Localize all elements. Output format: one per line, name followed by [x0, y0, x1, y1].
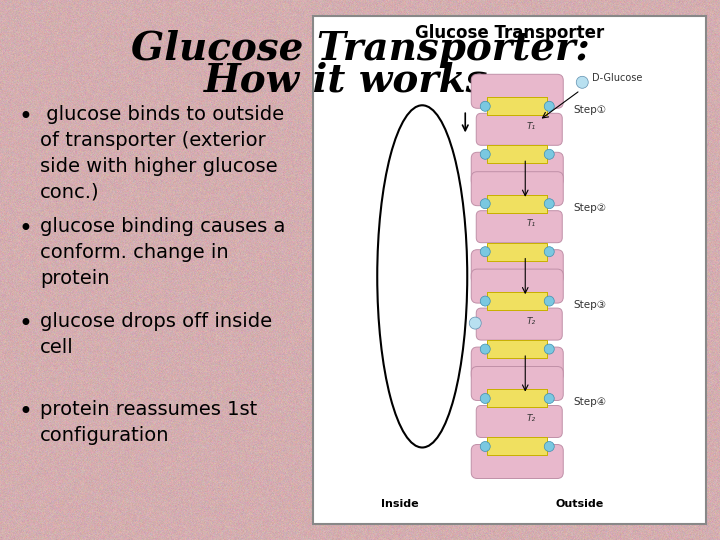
Bar: [487, 389, 547, 408]
Text: T₁: T₁: [527, 219, 536, 228]
FancyBboxPatch shape: [472, 444, 563, 478]
Text: Glucose Transporter: Glucose Transporter: [415, 24, 604, 42]
FancyBboxPatch shape: [476, 308, 562, 340]
Circle shape: [544, 199, 554, 208]
Bar: [487, 437, 547, 456]
Text: glucose binding causes a
conform. change in
protein: glucose binding causes a conform. change…: [40, 217, 285, 287]
Text: •: •: [18, 400, 32, 424]
Circle shape: [544, 247, 554, 256]
FancyBboxPatch shape: [472, 367, 563, 401]
Text: Inside: Inside: [381, 499, 418, 509]
Text: •: •: [18, 217, 32, 241]
FancyBboxPatch shape: [472, 347, 563, 381]
Circle shape: [544, 344, 554, 354]
Circle shape: [480, 102, 490, 111]
Bar: [487, 97, 547, 116]
Text: protein reassumes 1st
configuration: protein reassumes 1st configuration: [40, 400, 257, 445]
Circle shape: [544, 102, 554, 111]
Bar: [487, 195, 547, 213]
Bar: [487, 292, 547, 310]
Circle shape: [544, 394, 554, 403]
Circle shape: [469, 317, 481, 329]
Text: Step②: Step②: [573, 202, 606, 213]
Bar: [487, 242, 547, 261]
Bar: [487, 340, 547, 358]
Circle shape: [480, 247, 490, 256]
FancyBboxPatch shape: [472, 249, 563, 284]
Circle shape: [480, 199, 490, 208]
Bar: [487, 195, 547, 213]
Text: Glucose Transporter:: Glucose Transporter:: [130, 30, 590, 68]
FancyBboxPatch shape: [476, 211, 562, 242]
Circle shape: [544, 149, 554, 159]
Bar: [313, 16, 706, 524]
Text: Step④: Step④: [573, 397, 606, 408]
FancyBboxPatch shape: [472, 172, 563, 206]
Text: Outside: Outside: [556, 499, 604, 509]
Circle shape: [544, 296, 554, 306]
Circle shape: [480, 296, 490, 306]
FancyBboxPatch shape: [476, 113, 562, 145]
Circle shape: [480, 442, 490, 451]
Text: D-Glucose: D-Glucose: [593, 73, 643, 83]
Text: T₂: T₂: [527, 316, 536, 326]
Circle shape: [576, 76, 588, 88]
FancyBboxPatch shape: [472, 152, 563, 186]
Circle shape: [480, 149, 490, 159]
Text: T₂: T₂: [527, 414, 536, 423]
Text: Step③: Step③: [573, 300, 606, 310]
Bar: [487, 292, 547, 310]
FancyBboxPatch shape: [476, 406, 562, 437]
Text: How it works..: How it works..: [204, 62, 516, 100]
Circle shape: [480, 344, 490, 354]
Circle shape: [544, 442, 554, 451]
Bar: [487, 145, 547, 163]
Text: T₁: T₁: [527, 122, 536, 131]
Bar: [487, 389, 547, 408]
Text: Step①: Step①: [573, 105, 606, 116]
Text: glucose binds to outside
of transporter (exterior
side with higher glucose
conc.: glucose binds to outside of transporter …: [40, 105, 284, 201]
Bar: [487, 97, 547, 116]
Text: •: •: [18, 312, 32, 336]
FancyBboxPatch shape: [472, 75, 563, 109]
FancyBboxPatch shape: [472, 269, 563, 303]
Text: •: •: [18, 105, 32, 129]
Text: glucose drops off inside
cell: glucose drops off inside cell: [40, 312, 272, 357]
Circle shape: [480, 394, 490, 403]
